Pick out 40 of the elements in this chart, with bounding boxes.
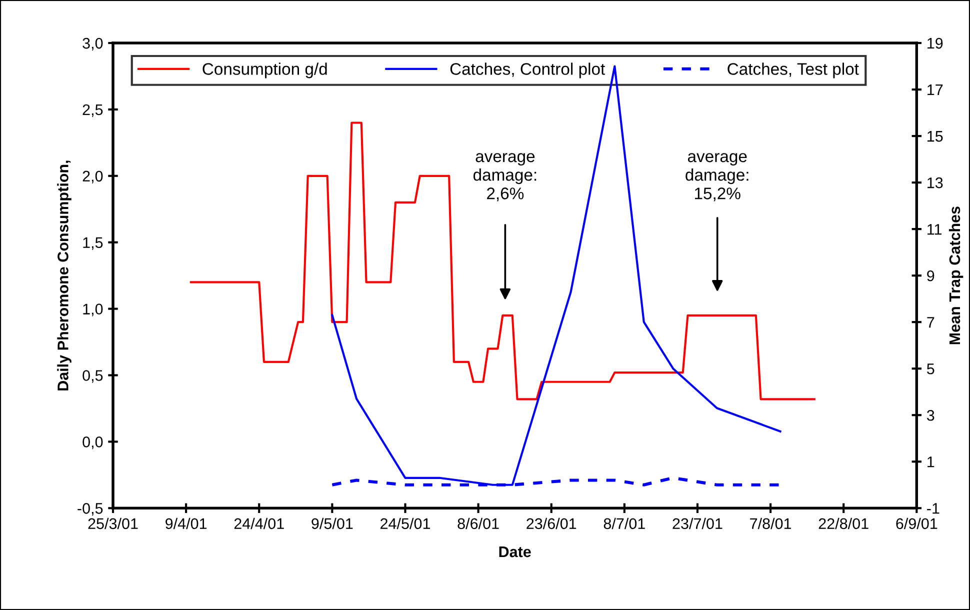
x-tick-label: 23/7/01 bbox=[672, 518, 722, 530]
legend-label: Catches, Test plot bbox=[728, 62, 859, 78]
y-tick-label: 2,0 bbox=[82, 170, 103, 184]
y-tick-label: 1,5 bbox=[83, 237, 103, 250]
x-tick-label: 25/3/01 bbox=[88, 518, 138, 530]
annotation: average damage: 2,6% bbox=[473, 153, 536, 202]
y2-tick-label: 3 bbox=[926, 410, 934, 421]
y2-tick-label: 7 bbox=[927, 317, 934, 328]
y-tick-label: 0,0 bbox=[82, 436, 103, 450]
y2-tick-label: 1 bbox=[928, 456, 934, 468]
y2-tick-label: 5 bbox=[926, 364, 934, 374]
x-tick-label: 24/4/01 bbox=[234, 518, 284, 530]
y2-tick-label: 11 bbox=[928, 224, 942, 235]
y2-tick-label: 17 bbox=[928, 84, 943, 96]
x-tick-label: 24/5/01 bbox=[380, 518, 430, 530]
y2-tick-label: 13 bbox=[928, 177, 943, 188]
x-tick-label: 8/7/01 bbox=[604, 518, 645, 530]
legend-label: Catches, Control plot bbox=[450, 62, 606, 78]
y2-axis-title: Mean Trap Catches bbox=[948, 206, 964, 344]
x-tick-label: 9/4/01 bbox=[166, 518, 207, 530]
x-tick-label: 6/9/01 bbox=[896, 518, 938, 530]
line-series bbox=[190, 122, 816, 400]
y-tick-label: 2,5 bbox=[82, 104, 103, 117]
y-axis-title: Daily Pheromone Consumption, bbox=[57, 160, 72, 390]
y2-tick-label: -1 bbox=[927, 503, 940, 514]
y-tick-label: 3,0 bbox=[82, 38, 103, 50]
x-tick-label: 7/8/01 bbox=[750, 518, 792, 530]
x-tick-label: 23/6/01 bbox=[526, 518, 576, 530]
y2-tick-label: 9 bbox=[927, 270, 934, 282]
x-tick-label: 9/5/01 bbox=[312, 518, 353, 530]
y-tick-label: 0,5 bbox=[82, 370, 103, 383]
x-tick-label: 22/8/01 bbox=[818, 518, 868, 530]
y-tick-label: -0,5 bbox=[78, 503, 103, 516]
y2-tick-label: 19 bbox=[928, 38, 943, 49]
y-tick-label: 1,0 bbox=[83, 304, 103, 316]
x-axis-title: Date bbox=[499, 546, 531, 558]
x-tick-label: 8/6/01 bbox=[458, 518, 499, 530]
legend-label: Consumption g/d bbox=[202, 62, 327, 78]
annotation: average damage: 15,2% bbox=[686, 153, 748, 202]
y2-tick-label: 15 bbox=[928, 131, 943, 142]
